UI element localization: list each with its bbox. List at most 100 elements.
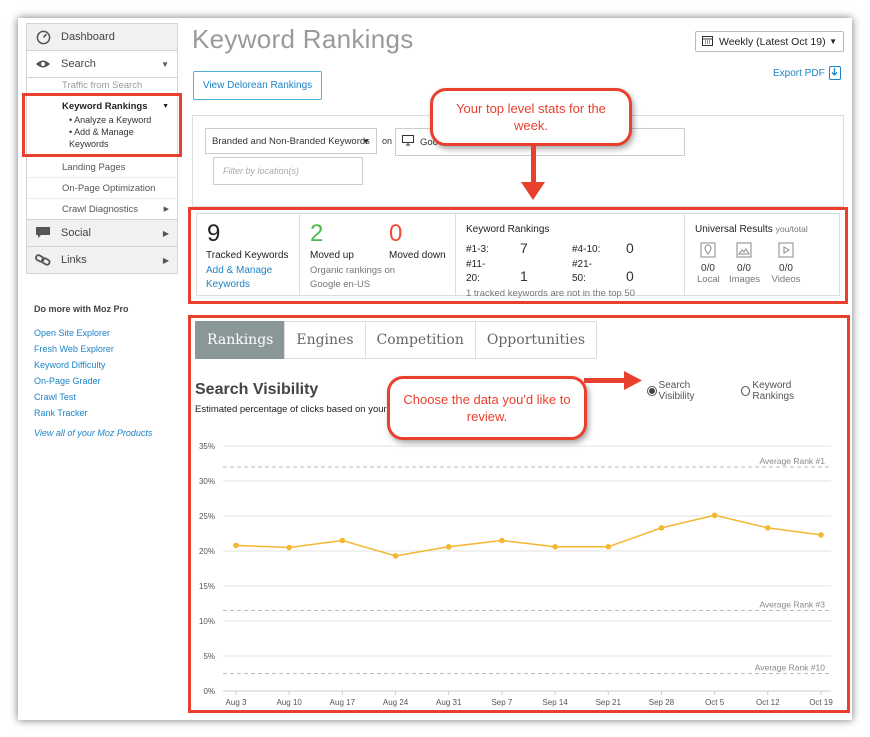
data-point [286, 544, 292, 551]
data-point [392, 553, 399, 559]
arrow-right-icon [584, 371, 642, 390]
moz-pro-heading: Do more with Moz Pro [34, 304, 129, 314]
dashboard-icon [35, 29, 51, 45]
sidebar-item-traffic[interactable]: Traffic from Search [62, 80, 143, 91]
download-icon [828, 66, 841, 80]
x-tick-label: Aug 31 [436, 698, 462, 707]
x-tick-label: Oct 12 [756, 698, 780, 707]
rank-21-50-label: #21-50: [572, 259, 593, 284]
moz-pro-link[interactable]: Fresh Web Explorer [34, 344, 114, 354]
tab-rankings[interactable]: Rankings [195, 321, 286, 359]
data-point [445, 544, 452, 550]
x-tick-label: Aug 17 [330, 698, 356, 707]
callout-top-stats: Your top level stats for the week. [430, 88, 632, 146]
arrow-down-icon [521, 144, 545, 200]
desktop-icon [402, 135, 414, 149]
sidebar-item-links[interactable]: Links ▶ [26, 246, 178, 274]
tab-competition[interactable]: Competition [364, 321, 476, 359]
rank-11-20-value: 1 [520, 268, 528, 284]
chevron-right-icon: ▶ [163, 206, 169, 213]
rank-1-3-label: #1-3: [466, 244, 489, 255]
x-tick-label: Sep 14 [542, 698, 568, 707]
sidebar-item-keyword-rankings[interactable]: Keyword Rankings ▼ [62, 100, 169, 112]
moved-up-label: Moved up [310, 250, 354, 261]
sidebar-item-dashboard[interactable]: Dashboard [26, 23, 178, 51]
y-tick-label: 10% [199, 617, 215, 626]
view-delorean-button[interactable]: View Delorean Rankings [193, 71, 322, 100]
universal-results-sub: you/total [775, 224, 808, 234]
tab-opportunities[interactable]: Opportunities [474, 321, 598, 359]
keyword-type-select[interactable]: Branded and Non-Branded Keywords ▼ [205, 128, 377, 154]
date-range-select[interactable]: Weekly (Latest Oct 19) ▼ [695, 31, 844, 52]
chevron-down-icon: ▼ [362, 136, 370, 146]
tab-engines[interactable]: Engines [284, 321, 366, 359]
sidebar-item-social[interactable]: Social ▶ [26, 219, 178, 247]
chat-bubble-icon [35, 225, 51, 241]
y-tick-label: 20% [199, 547, 215, 556]
y-tick-label: 15% [199, 582, 215, 591]
add-manage-keywords-link[interactable]: Add & Manage Keywords [206, 265, 273, 290]
x-tick-label: Aug 24 [383, 698, 409, 707]
chevron-down-icon: ▼ [161, 59, 169, 69]
radio-checked-icon [647, 386, 657, 396]
keyword-rankings-cell: Keyword Rankings #1-3: 7 #4-10: 0 #11-20… [456, 214, 685, 299]
radio-keyword-rankings[interactable]: Keyword Rankings [740, 380, 831, 402]
chart-mode-radios: Search Visibility Keyword Rankings [647, 380, 847, 402]
sidebar-item-crawl[interactable]: Crawl Diagnostics ▶ [27, 199, 177, 220]
search-visibility-chart: 0% 5% 10% 15% 20% 25% 30% 35% Average Rank #1 Ave… [199, 442, 833, 707]
reference-line-label: Average Rank #10 [755, 663, 826, 673]
data-point [818, 532, 824, 538]
x-tick-label: Sep 28 [649, 698, 675, 707]
page-title: Keyword Rankings [192, 24, 414, 54]
x-tick-label: Aug 10 [277, 698, 303, 707]
data-point [658, 525, 665, 531]
calendar-icon [702, 35, 713, 49]
chevron-right-icon: ▶ [162, 255, 169, 265]
data-point [339, 537, 346, 544]
sidebar-item-search[interactable]: Search ▼ [26, 50, 178, 78]
universal-results-cell: Universal Results you/total 0/0 Local 0/… [685, 214, 839, 295]
sidebar-item-onpage[interactable]: On-Page Optimization [27, 178, 177, 199]
reference-line-label: Average Rank #1 [759, 456, 825, 466]
data-point [552, 544, 558, 550]
export-pdf-link[interactable]: Export PDF [773, 66, 841, 80]
data-point [711, 512, 718, 519]
sidebar-item-label: Search [61, 58, 96, 70]
local-label: Local [697, 274, 720, 285]
sidebar-item-add-manage[interactable]: • Add & Manage Keywords [69, 127, 134, 149]
radio-unchecked-icon [740, 386, 751, 396]
moz-pro-all-link[interactable]: View all of your Moz Products [34, 428, 153, 438]
tab-bar: Rankings Engines Competition Opportuniti… [195, 321, 598, 359]
keyword-rankings-highlight: Keyword Rankings ▼ • Analyze a Keyword •… [22, 93, 182, 157]
universal-results-heading: Universal Results [695, 224, 773, 235]
chevron-down-icon: ▼ [829, 37, 837, 46]
data-point [233, 542, 239, 549]
moz-pro-link[interactable]: On-Page Grader [34, 376, 101, 386]
moz-pro-link[interactable]: Keyword Difficulty [34, 360, 106, 370]
search-visibility-subtitle: Estimated percentage of clicks based on … [195, 404, 387, 415]
radio-search-visibility[interactable]: Search Visibility [647, 380, 725, 402]
keyword-rankings-heading: Keyword Rankings [466, 224, 550, 235]
moz-pro-link[interactable]: Open Site Explorer [34, 328, 111, 338]
rank-4-10-value: 0 [626, 240, 634, 256]
y-tick-label: 0% [203, 687, 215, 696]
images-label: Images [729, 274, 761, 285]
stats-panel: 9 Tracked Keywords Add & Manage Keywords… [188, 207, 848, 304]
sidebar-item-landing[interactable]: Landing Pages [27, 157, 177, 178]
stats-row: 9 Tracked Keywords Add & Manage Keywords… [196, 213, 840, 299]
video-icon [778, 242, 794, 258]
eye-icon [35, 56, 51, 72]
movement-cell: 2 Moved up 0 Moved down Organic rankings… [300, 214, 456, 295]
link-icon [35, 252, 51, 268]
rank-1-3-value: 7 [520, 240, 528, 256]
tracked-keywords-value: 9 [207, 220, 221, 247]
local-result: 0/0 Local [697, 242, 720, 285]
sidebar-item-analyze[interactable]: • Analyze a Keyword [69, 115, 152, 125]
moz-pro-link[interactable]: Rank Tracker [34, 408, 88, 418]
location-filter-input[interactable]: Filter by location(s) [213, 157, 363, 185]
moved-down-label: Moved down [389, 250, 446, 261]
chevron-down-icon: ▼ [162, 102, 169, 110]
moved-down-value: 0 [389, 220, 403, 247]
moz-pro-link[interactable]: Crawl Test [34, 392, 76, 402]
local-value: 0/0 [701, 263, 715, 274]
